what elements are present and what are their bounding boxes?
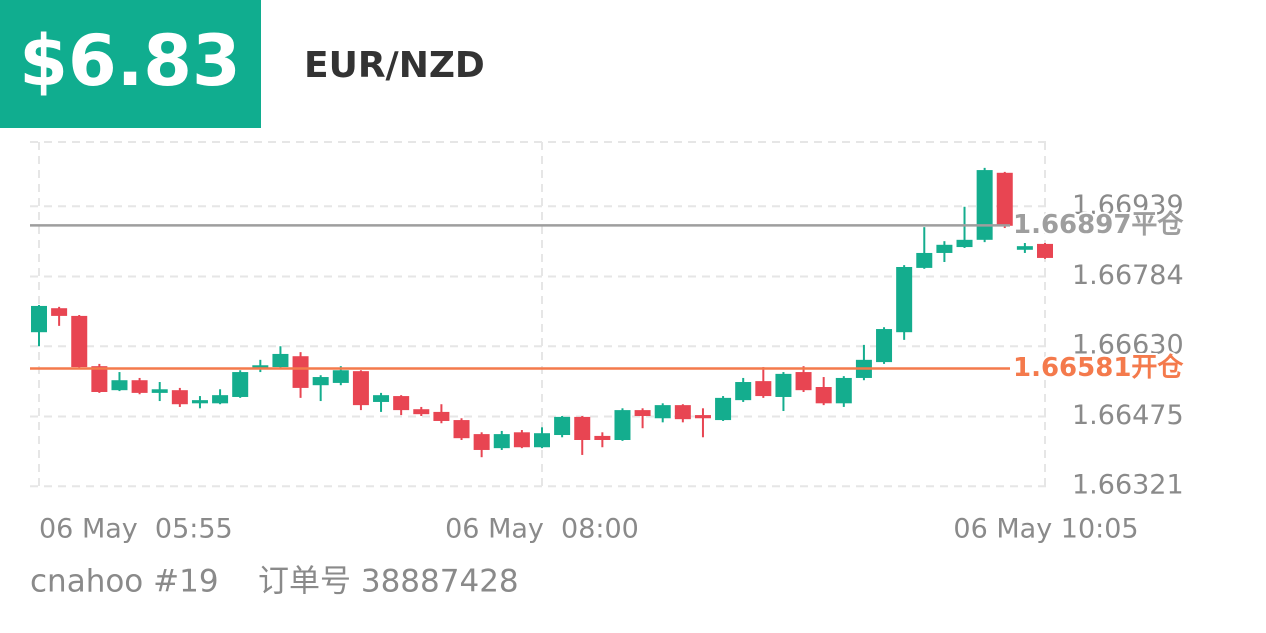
account: cnahoo #19 (30, 564, 219, 600)
y-tick-label: 1.66630 (1072, 330, 1184, 361)
x-tick-label: 06 May 08:00 (445, 514, 639, 545)
candle-body (252, 365, 269, 368)
candle-body (996, 172, 1013, 226)
x-tick-label: 06 May 10:05 (953, 514, 1138, 545)
candle-body (31, 305, 47, 333)
candle-body (634, 410, 651, 416)
candle-body (171, 390, 188, 405)
price-badge (0, 0, 261, 128)
candle-body (835, 377, 852, 404)
candle-body (91, 366, 108, 392)
candle-body (393, 396, 410, 411)
candle-body (876, 329, 893, 363)
candle-body (493, 434, 510, 449)
candle-body (775, 373, 792, 397)
candle-body (373, 395, 390, 402)
candle-body (916, 252, 933, 268)
candle-body (332, 370, 349, 383)
candle-body (715, 397, 732, 421)
candle-body (936, 244, 953, 253)
candle-body (272, 353, 289, 368)
candle-body (815, 387, 832, 404)
candle-body (413, 409, 430, 415)
candle-body (433, 411, 450, 421)
pair: EUR/NZD (304, 45, 485, 86)
y-tick-label: 1.66939 (1072, 190, 1184, 221)
candle-body (473, 434, 490, 450)
candle-body (1016, 246, 1033, 250)
x-tick-label: 06 May 05:55 (39, 514, 233, 545)
y-tick-label: 1.66784 (1072, 260, 1184, 291)
candle-body (976, 170, 993, 240)
candle-body (674, 405, 691, 420)
candle-body (956, 239, 973, 248)
price-line-label: 1.66581开仓 (1013, 352, 1184, 383)
candle-body (694, 415, 711, 419)
candle-body (735, 382, 752, 401)
candle-body (292, 356, 309, 388)
candle-body (896, 266, 913, 333)
candle-body (71, 315, 88, 368)
candle-body (654, 405, 671, 419)
candle-body (614, 410, 631, 440)
candle-body (212, 395, 229, 404)
candle-body (755, 381, 772, 397)
candle-body (232, 372, 249, 397)
candle-body (191, 400, 208, 404)
candle-body (534, 433, 550, 448)
candle-body (312, 377, 329, 386)
candle-body (574, 416, 591, 440)
candle-body (131, 380, 148, 393)
candle-body (151, 389, 168, 393)
candle-body (352, 371, 369, 406)
price: $6.83 (19, 20, 240, 102)
plot: 1.66321 1.66475 1.66630 1.66784 1.66939 06 Ma… (30, 167, 1186, 545)
candle-body (1037, 243, 1053, 258)
candle-body (554, 416, 571, 436)
candle-body (594, 435, 611, 440)
y-tick-label: 1.66475 (1072, 400, 1184, 431)
candle-body (453, 420, 470, 439)
order-number: 订单号 38887428 (258, 564, 519, 600)
y-tick-label: 1.66321 (1072, 470, 1184, 501)
price-line-label: 1.66897平仓 (1013, 209, 1184, 240)
candle-body (111, 380, 128, 391)
candle-body (513, 432, 530, 448)
candle-body (51, 308, 68, 316)
candle-body (795, 372, 812, 391)
